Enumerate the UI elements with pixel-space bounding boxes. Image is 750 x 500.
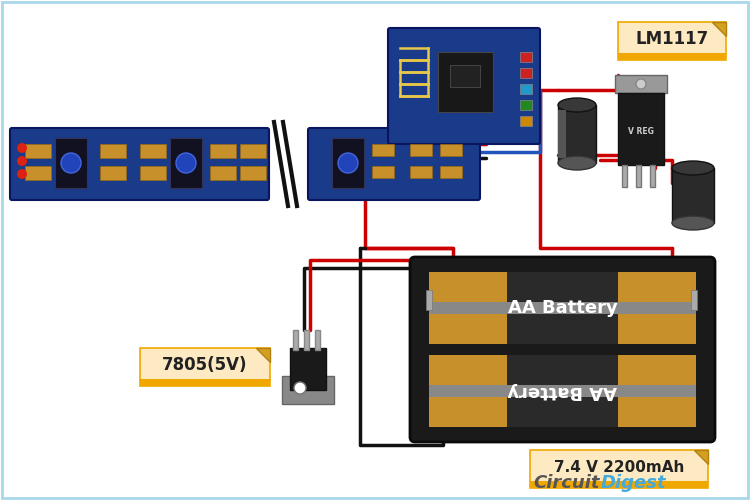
- Circle shape: [338, 153, 358, 173]
- Bar: [140, 144, 166, 158]
- Bar: [372, 166, 394, 178]
- Polygon shape: [712, 22, 726, 36]
- Ellipse shape: [672, 216, 714, 230]
- Bar: [240, 166, 266, 180]
- Bar: [410, 166, 432, 178]
- Bar: [140, 166, 166, 180]
- Text: LM1117: LM1117: [635, 30, 709, 48]
- Circle shape: [294, 382, 306, 394]
- Bar: [372, 144, 394, 156]
- Bar: [429, 385, 696, 397]
- Bar: [440, 144, 462, 156]
- FancyBboxPatch shape: [618, 22, 726, 60]
- Bar: [558, 110, 566, 158]
- Bar: [315, 330, 320, 350]
- Text: 7.4 V 2200mAh: 7.4 V 2200mAh: [554, 460, 684, 474]
- Bar: [520, 116, 532, 126]
- Bar: [290, 348, 326, 390]
- Bar: [615, 75, 667, 93]
- Bar: [332, 138, 364, 188]
- Bar: [429, 355, 507, 427]
- Bar: [25, 166, 51, 180]
- Bar: [426, 290, 432, 310]
- Bar: [520, 100, 532, 110]
- Bar: [530, 481, 708, 488]
- Ellipse shape: [672, 161, 714, 175]
- Circle shape: [17, 156, 27, 166]
- Text: V REG: V REG: [628, 126, 654, 136]
- Bar: [240, 144, 266, 158]
- FancyBboxPatch shape: [388, 28, 540, 144]
- Bar: [140, 379, 270, 386]
- Bar: [438, 52, 493, 112]
- Circle shape: [17, 143, 27, 153]
- Bar: [650, 165, 655, 187]
- Bar: [55, 138, 87, 188]
- FancyBboxPatch shape: [530, 450, 708, 488]
- Bar: [618, 93, 664, 165]
- Bar: [293, 330, 298, 350]
- Bar: [618, 355, 696, 427]
- Bar: [558, 105, 596, 163]
- Bar: [100, 166, 126, 180]
- Polygon shape: [256, 348, 270, 362]
- Bar: [636, 165, 641, 187]
- Bar: [304, 330, 309, 350]
- Text: 7805(5V): 7805(5V): [162, 356, 248, 374]
- Ellipse shape: [558, 156, 596, 170]
- Bar: [618, 53, 726, 60]
- Bar: [520, 52, 532, 62]
- Bar: [210, 144, 236, 158]
- Bar: [450, 65, 480, 87]
- Bar: [429, 302, 696, 314]
- Bar: [618, 272, 696, 344]
- Bar: [210, 166, 236, 180]
- Circle shape: [176, 153, 196, 173]
- Bar: [100, 144, 126, 158]
- Text: Digest: Digest: [601, 474, 667, 492]
- Bar: [410, 144, 432, 156]
- Bar: [170, 138, 202, 188]
- Text: AA Battery: AA Battery: [508, 382, 617, 400]
- Bar: [440, 166, 462, 178]
- Bar: [672, 168, 714, 223]
- Bar: [282, 376, 334, 404]
- Circle shape: [17, 169, 27, 179]
- Circle shape: [636, 79, 646, 89]
- FancyBboxPatch shape: [140, 348, 270, 386]
- Bar: [520, 84, 532, 94]
- FancyBboxPatch shape: [410, 257, 715, 442]
- Circle shape: [61, 153, 81, 173]
- FancyBboxPatch shape: [308, 128, 480, 200]
- Ellipse shape: [558, 98, 596, 112]
- Bar: [429, 272, 696, 344]
- Bar: [429, 355, 696, 427]
- Bar: [622, 165, 627, 187]
- Bar: [691, 290, 697, 310]
- Polygon shape: [694, 450, 708, 464]
- FancyBboxPatch shape: [10, 128, 269, 200]
- Bar: [429, 272, 507, 344]
- Bar: [25, 144, 51, 158]
- Text: Circuit: Circuit: [533, 474, 600, 492]
- Bar: [520, 68, 532, 78]
- Text: AA Battery: AA Battery: [508, 299, 617, 317]
